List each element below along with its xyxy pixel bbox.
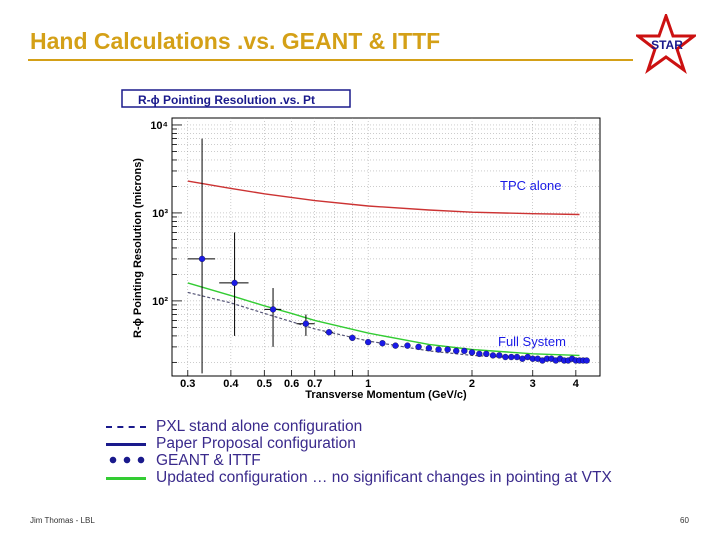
data-point: [453, 347, 460, 355]
x-tick-label: 0.7: [307, 378, 322, 390]
x-tick-label: 3: [530, 378, 536, 390]
x-tick-label: 4: [573, 378, 580, 390]
data-point: [468, 349, 476, 356]
legend-dots-icon: [106, 456, 146, 464]
annotation-full-system: Full System: [498, 334, 566, 349]
legend-label: PXL stand alone configuration: [156, 418, 363, 435]
data-point: [231, 279, 238, 287]
data-point: [415, 343, 422, 351]
data-point: [496, 352, 503, 359]
data-point: [513, 353, 521, 361]
x-tick-label: 2: [469, 378, 475, 390]
series-line-tpc-alone: [187, 180, 580, 216]
data-point: [349, 334, 356, 342]
data-point: [404, 342, 411, 349]
footer-author: Jim Thomas - LBL: [30, 516, 95, 525]
data-points: [187, 138, 590, 374]
legend-green-line-icon: [106, 477, 146, 480]
ticks: 0.3 0.4 0.5 0.6 0.7 1 2 3 4 10² 10³ 10⁴: [150, 120, 579, 390]
data-point: [425, 345, 433, 352]
page-number: 60: [680, 516, 689, 525]
data-point: [269, 306, 277, 313]
data-point: [508, 353, 515, 361]
star-logo: STAR: [636, 14, 696, 74]
x-tick-label: 0.4: [223, 378, 239, 390]
legend-dashed-line-icon: [106, 426, 146, 428]
y-tick-label: 10³: [152, 208, 168, 220]
series-line-updated-configuration: [187, 282, 580, 357]
data-point: [379, 340, 386, 347]
plot-frame: [171, 117, 601, 377]
x-tick-label: 0.5: [257, 378, 272, 390]
chart-title-box: [121, 89, 351, 108]
annotation-tpc-alone: TPC alone: [500, 178, 561, 193]
legend-label: Updated configuration … no significant c…: [156, 469, 612, 486]
legend-label: Paper Proposal configuration: [156, 435, 356, 452]
data-point: [392, 342, 399, 349]
data-point: [476, 350, 483, 357]
data-point: [583, 357, 590, 364]
chart-title: R-ϕ Pointing Resolution .vs. Pt: [138, 93, 315, 107]
data-point: [519, 355, 526, 362]
y-axis-label: R-ϕ Pointing Resolution (microns): [132, 158, 144, 338]
data-point: [302, 320, 310, 327]
x-axis-label: Transverse Momentum (GeV/c): [305, 389, 467, 401]
data-point: [489, 352, 497, 359]
data-point: [502, 353, 509, 361]
x-tick-label: 0.6: [284, 378, 299, 390]
grid: [172, 118, 600, 376]
x-tick-label: 1: [365, 378, 371, 390]
data-point: [325, 329, 333, 336]
data-point: [461, 347, 468, 355]
x-tick-label: 0.3: [180, 378, 195, 390]
data-point: [444, 346, 451, 353]
legend-label: GEANT & ITTF: [156, 452, 261, 469]
logo-text: STAR: [651, 38, 683, 52]
data-point: [483, 350, 490, 357]
star-logo-icon: [636, 14, 696, 74]
slide-title: Hand Calculations .vs. GEANT & ITTF: [30, 28, 441, 54]
y-tick-label: 10⁴: [150, 120, 168, 132]
title-rule: [28, 59, 633, 61]
y-tick-label: 10²: [152, 296, 168, 308]
data-point: [198, 255, 206, 263]
data-point: [365, 338, 372, 346]
data-point: [435, 346, 442, 353]
legend-solid-line-icon: [106, 443, 146, 446]
